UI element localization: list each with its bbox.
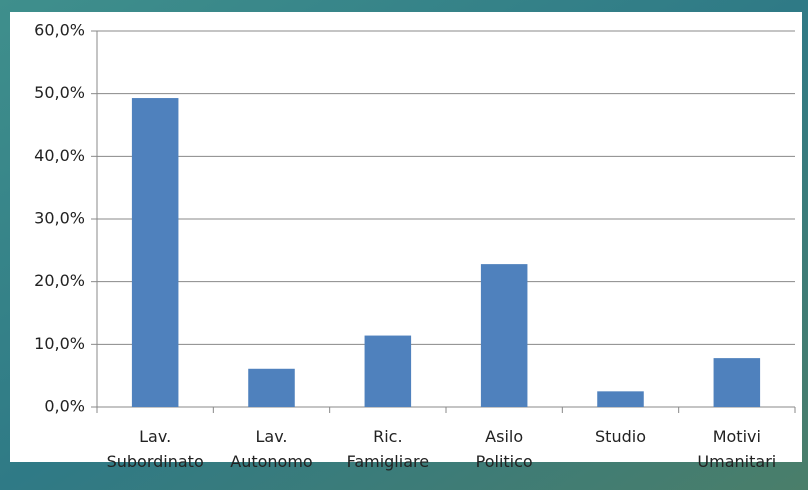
bar [480, 264, 528, 407]
x-tick-label-line: Politico [476, 452, 533, 471]
x-tick-label-line: Asilo [485, 427, 523, 446]
bar [248, 368, 295, 407]
bar [364, 335, 412, 407]
x-tick-label: Motivi Umanitari [697, 427, 776, 471]
x-tick-label-line: Studio [595, 427, 646, 446]
x-tick-label: Lav. Subordinato [107, 427, 204, 471]
bar [597, 391, 644, 407]
y-tick-label: 40,0% [34, 146, 85, 165]
x-tick-label: Asilo Politico [476, 427, 533, 471]
y-tick-label: 20,0% [34, 271, 85, 290]
y-tick-label: 0,0% [44, 397, 85, 416]
x-tick-label-line: Ric. [373, 427, 402, 446]
x-tick-label-line: Lav. [139, 427, 171, 446]
x-tick-label-line: Subordinato [107, 452, 204, 471]
x-tick-label-line: Lav. [255, 427, 287, 446]
bar [713, 358, 761, 407]
y-tick-label: 60,0% [34, 21, 85, 40]
y-tick-label: 30,0% [34, 209, 85, 228]
x-tick-label-line: Umanitari [697, 452, 776, 471]
y-tick-label: 50,0% [34, 83, 85, 102]
x-tick-label-line: Motivi [713, 427, 761, 446]
x-tick-label: Studio [595, 427, 646, 446]
y-tick-label: 10,0% [34, 334, 85, 353]
bar [131, 98, 179, 407]
x-tick-label: Ric. Famigliare [347, 427, 430, 471]
x-tick-label-line: Autonomo [230, 452, 312, 471]
x-tick-label: Lav. Autonomo [230, 427, 312, 471]
x-tick-label-line: Famigliare [347, 452, 430, 471]
